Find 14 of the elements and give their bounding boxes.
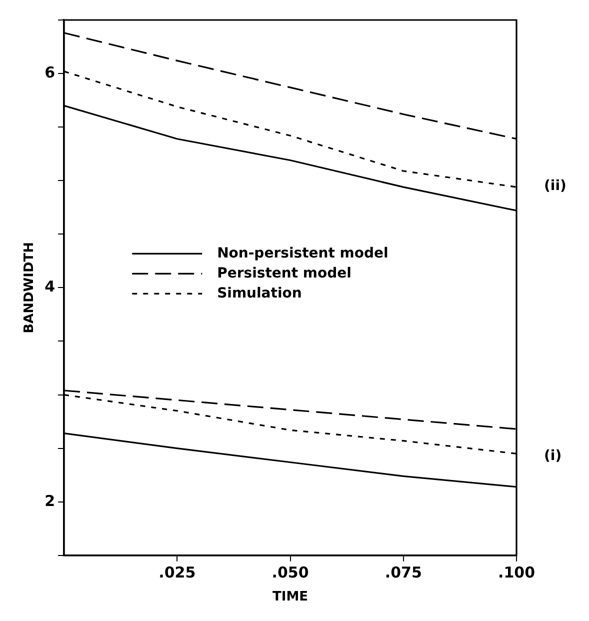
text: (i) [544,448,562,464]
y-tick-label: 4 [44,278,56,296]
y-tick-label: 6 [44,63,56,82]
x-axis-title: TIME [272,590,308,605]
x-tick-label: .100 [498,563,536,582]
x-tick-label: .025 [158,563,196,582]
text: (ii) [544,178,566,194]
legend-label: Non-persistent model [217,245,388,262]
legend-label: Persistent model [217,265,352,282]
y-axis-title: BANDWIDTH [22,242,38,334]
x-tick-label: .075 [384,563,422,582]
legend-label: Simulation [217,285,302,302]
y-tick-label: 2 [44,492,56,510]
x-tick-label: .050 [272,563,309,582]
